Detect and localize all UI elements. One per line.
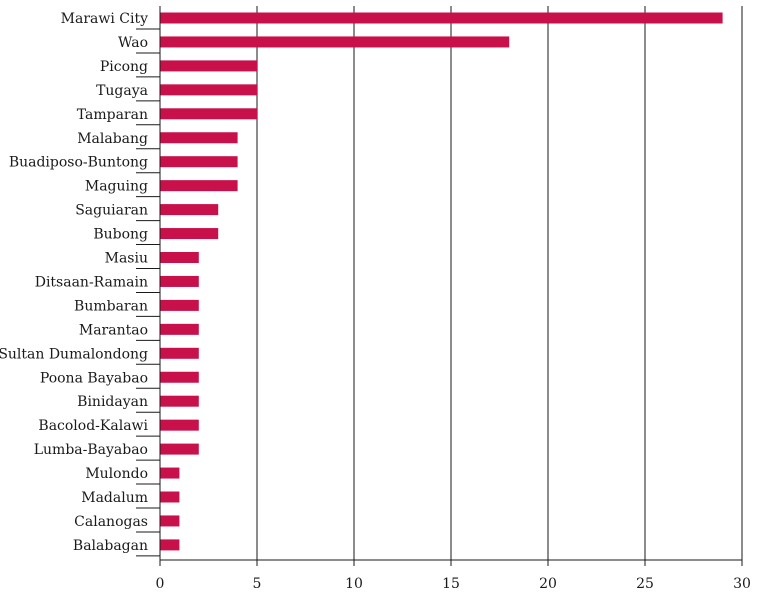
category-label-buadiposo-buntong: Buadiposo-Buntong	[9, 155, 148, 171]
x-tick-label-25: 25	[636, 576, 654, 592]
bar-maguing	[160, 180, 238, 192]
bar-malabang	[160, 132, 238, 144]
bar-tugaya	[160, 84, 257, 96]
category-label-saguiaran: Saguiaran	[75, 203, 148, 219]
bar-saguiaran	[160, 204, 219, 216]
x-tick-label-5: 5	[253, 576, 262, 592]
category-label-tugaya: Tugaya	[96, 83, 148, 99]
category-label-marantao: Marantao	[79, 322, 148, 338]
bar-picong	[160, 60, 257, 72]
grid-layer	[256, 6, 743, 560]
bar-binidayan	[160, 395, 199, 407]
bar-wao	[160, 36, 510, 48]
category-label-marawi-city: Marawi City	[61, 11, 148, 27]
bar-bumbaran	[160, 299, 199, 311]
bar-lumba-bayabao	[160, 443, 199, 455]
category-label-mulondo: Mulondo	[85, 466, 148, 482]
category-label-madalum: Madalum	[81, 490, 148, 506]
bar-marawi-city	[160, 12, 723, 24]
bar-mulondo	[160, 467, 180, 479]
category-label-bubong: Bubong	[93, 227, 148, 243]
category-label-balabagan: Balabagan	[73, 538, 148, 554]
category-label-sultan-dumalondong: Sultan Dumalondong	[0, 346, 148, 362]
bar-bacolod-kalawi	[160, 419, 199, 431]
axis-layer	[136, 6, 743, 566]
bar-tamparan	[160, 108, 257, 120]
x-tick-label-15: 15	[442, 576, 460, 592]
category-label-calanogas: Calanogas	[74, 514, 148, 530]
category-label-maguing: Maguing	[85, 179, 148, 195]
bar-balabagan	[160, 539, 180, 551]
bar-marantao	[160, 323, 199, 335]
bar-poona-bayabao	[160, 371, 199, 383]
bar-sultan-dumalondong	[160, 347, 199, 359]
category-label-lumba-bayabao: Lumba-Bayabao	[34, 442, 148, 458]
category-labels: Marawi City Wao Picong Tugaya Tamparan Malaba…	[0, 11, 149, 554]
bar-buadiposo-buntong	[160, 156, 238, 168]
x-tick-label-30: 30	[733, 576, 751, 592]
x-tick-label-10: 10	[345, 576, 363, 592]
bar-madalum	[160, 491, 180, 503]
bar-layer	[160, 12, 723, 551]
category-label-poona-bayabao: Poona Bayabao	[40, 370, 148, 386]
category-label-bumbaran: Bumbaran	[74, 298, 148, 314]
bar-ditsaan-ramain	[160, 275, 199, 287]
x-tick-label-0: 0	[156, 576, 165, 592]
x-tick-label-20: 20	[539, 576, 557, 592]
category-label-wao: Wao	[118, 35, 148, 51]
bar-masiu	[160, 252, 199, 263]
category-label-binidayan: Binidayan	[77, 394, 148, 410]
category-label-malabang: Malabang	[77, 131, 148, 147]
category-label-ditsaan-ramain: Ditsaan-Ramain	[35, 274, 148, 290]
bar-bubong	[160, 228, 219, 240]
category-label-picong: Picong	[100, 59, 148, 75]
bar-calanogas	[160, 515, 180, 527]
x-tick-labels: 0 5 10 15 20 25 30	[156, 576, 751, 592]
category-label-masiu: Masiu	[105, 251, 148, 267]
category-label-tamparan: Tamparan	[77, 107, 148, 123]
category-label-bacolod-kalawi: Bacolod-Kalawi	[38, 418, 148, 434]
